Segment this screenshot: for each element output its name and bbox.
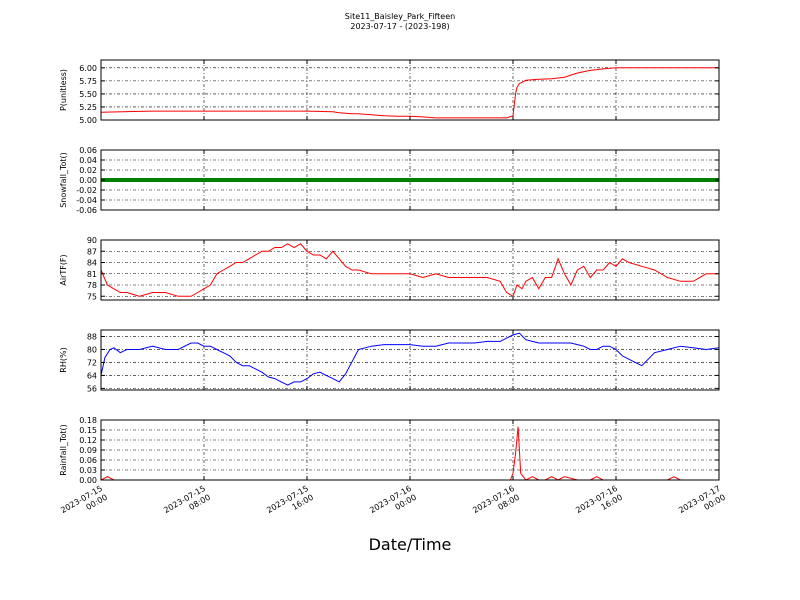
x-tick-label: 2023-07-1700:00 bbox=[677, 484, 727, 524]
y-tick-label: 0.04 bbox=[79, 156, 97, 165]
x-tick-labels: 2023-07-1500:00 2023-07-1508:00 2023-07-15… bbox=[59, 484, 727, 524]
y-tick-label: 5.25 bbox=[79, 103, 97, 112]
y-tick-label: 0.18 bbox=[79, 416, 97, 425]
y-tick-label: 56 bbox=[87, 384, 97, 393]
y-tick-label: 0.06 bbox=[79, 146, 97, 155]
x-tick-label: 2023-07-1608:00 bbox=[471, 484, 521, 524]
y-tick-label: 5.75 bbox=[79, 77, 97, 86]
panel-1: 5.00 5.25 5.50 5.75 6.00 P(unitless) bbox=[59, 59, 720, 125]
figure-title: Site11_Baisley_Park_Fifteen bbox=[345, 12, 455, 21]
panels: 5.005.255.505.756.00P(unitless)-0.06-0.0… bbox=[59, 59, 720, 485]
y-tick-label: 0.12 bbox=[79, 436, 97, 445]
x-axis-label: Date/Time bbox=[369, 535, 452, 554]
x-tick-label: 2023-07-1516:00 bbox=[265, 484, 315, 524]
y-tick-label: 5.50 bbox=[79, 90, 97, 99]
y-tick-label: 87 bbox=[87, 247, 97, 256]
y-tick-label: 72 bbox=[87, 358, 97, 367]
y-axis-label: AirTF(F) bbox=[59, 254, 68, 285]
y-tick-label: 80 bbox=[87, 345, 97, 354]
panel-5: 0.000.030.060.090.120.150.18 Rainfall_Tot… bbox=[59, 416, 720, 485]
y-tick-label: 0.06 bbox=[79, 456, 97, 465]
x-tick-label: 2023-07-1500:00 bbox=[59, 484, 109, 524]
y-tick-label: 90 bbox=[87, 236, 97, 245]
y-tick-label: 0.00 bbox=[79, 476, 97, 485]
y-tick-label: 0.02 bbox=[79, 166, 97, 175]
series-line bbox=[100, 332, 720, 386]
y-tick-label: 0.15 bbox=[79, 426, 97, 435]
y-axis-label: Snowfall_Tot() bbox=[59, 152, 68, 208]
y-tick-label: 0.09 bbox=[79, 446, 97, 455]
y-axis-label: RH(%) bbox=[59, 347, 68, 372]
y-tick-label: 6.00 bbox=[79, 64, 97, 73]
y-tick-label: 0.00 bbox=[79, 176, 97, 185]
figure-subtitle: 2023-07-17 - (2023-198) bbox=[350, 22, 449, 31]
y-tick-label: 84 bbox=[87, 259, 97, 268]
y-tick-label: 78 bbox=[87, 281, 97, 290]
y-tick-label: -0.02 bbox=[76, 186, 97, 195]
panel-4: 56 64 72 80 88 RH(%) bbox=[59, 329, 720, 393]
y-tick-label: 64 bbox=[87, 371, 97, 380]
y-tick-label: -0.04 bbox=[76, 196, 97, 205]
series-line bbox=[100, 243, 719, 298]
y-tick-label: 5.00 bbox=[79, 116, 97, 125]
y-tick-label: 75 bbox=[87, 292, 97, 301]
x-tick-label: 2023-07-1508:00 bbox=[162, 484, 212, 524]
panel-3: 75 78 81 84 87 90 AirTF(F) bbox=[59, 236, 720, 301]
y-tick-label: 81 bbox=[87, 270, 97, 279]
x-tick-label: 2023-07-1616:00 bbox=[574, 484, 624, 524]
y-tick-label: 0.03 bbox=[79, 466, 97, 475]
series-line bbox=[100, 67, 719, 119]
panel-2: -0.06-0.04-0.020.000.020.040.06 Snowfall_… bbox=[59, 146, 720, 215]
y-axis-label: Rainfall_Tot() bbox=[59, 424, 68, 476]
y-tick-label: 88 bbox=[87, 332, 97, 341]
y-axis-label: P(unitless) bbox=[59, 69, 68, 111]
x-tick-label: 2023-07-1600:00 bbox=[368, 484, 418, 524]
y-tick-label: -0.06 bbox=[76, 206, 97, 215]
